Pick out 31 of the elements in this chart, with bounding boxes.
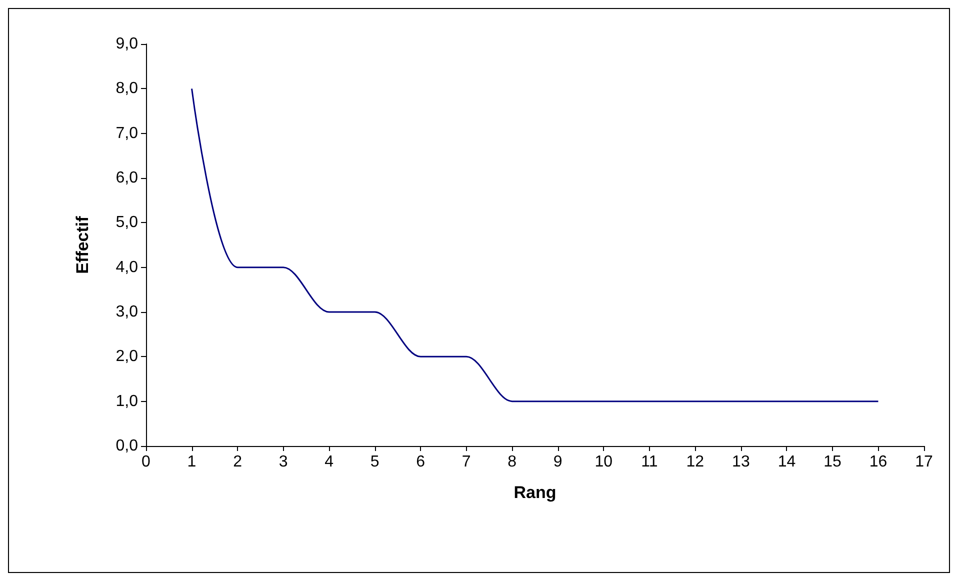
y-tick-label: 5,0: [116, 214, 138, 232]
x-tick-label: 1: [187, 454, 196, 470]
y-tick-label: 4,0: [116, 258, 138, 276]
y-tick-label: 0,0: [116, 438, 138, 454]
y-tick-label: 3,0: [116, 304, 138, 320]
x-tick-label: 7: [462, 454, 471, 470]
line-series: [191, 88, 879, 402]
x-tick-label: 14: [778, 454, 796, 470]
x-tick-label: 16: [869, 454, 888, 470]
y-tick-label: 8,0: [116, 80, 138, 98]
y-axis-title: Effectif: [73, 216, 92, 274]
x-axis-title: Rang: [514, 483, 556, 502]
x-tick-label: 5: [370, 454, 380, 470]
x-tick-label: 12: [686, 454, 704, 470]
x-tick-label: 15: [824, 454, 842, 470]
y-tick-label: 2,0: [116, 348, 138, 366]
x-tick-label: 9: [553, 454, 562, 470]
x-tick-label: 13: [732, 454, 750, 470]
y-tick-label: 7,0: [116, 124, 138, 142]
x-tick-label: 10: [594, 454, 613, 470]
x-tick-label: 17: [915, 454, 933, 470]
x-tick-label: 6: [416, 454, 426, 470]
y-tick-label: 1,0: [116, 392, 138, 410]
x-tick-label: 0: [142, 454, 151, 470]
x-tick-label: 2: [233, 454, 242, 470]
x-tick-label: 8: [508, 454, 517, 470]
y-tick-label: 9,0: [116, 36, 138, 52]
y-tick-label: 6,0: [116, 170, 138, 186]
x-tick-label: 4: [324, 454, 334, 470]
x-tick-label: 3: [278, 454, 288, 470]
x-tick-label: 11: [641, 454, 658, 470]
